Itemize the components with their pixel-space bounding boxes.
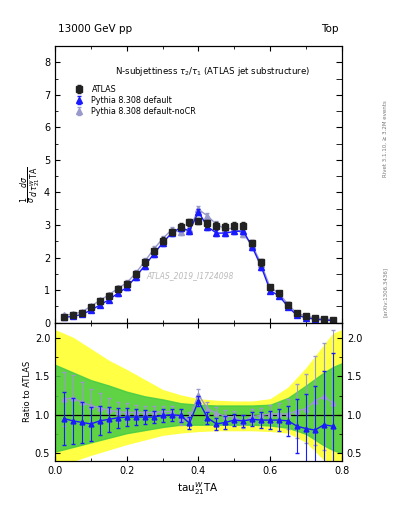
X-axis label: tau$^{W}_{21}$TA: tau$^{W}_{21}$TA xyxy=(178,480,219,497)
Legend: ATLAS, Pythia 8.308 default, Pythia 8.308 default-noCR: ATLAS, Pythia 8.308 default, Pythia 8.30… xyxy=(70,83,198,118)
Y-axis label: $\frac{1}{\sigma}\frac{d\sigma}{d\,\tau_{21}^{W}\mathrm{TA}}$: $\frac{1}{\sigma}\frac{d\sigma}{d\,\tau_… xyxy=(18,166,42,203)
Text: Rivet 3.1.10, ≥ 3.2M events: Rivet 3.1.10, ≥ 3.2M events xyxy=(383,100,388,177)
Text: [arXiv:1306.3436]: [arXiv:1306.3436] xyxy=(383,267,388,317)
Text: Top: Top xyxy=(321,24,339,34)
Y-axis label: Ratio to ATLAS: Ratio to ATLAS xyxy=(23,361,32,422)
Text: N-subjettiness $\tau_2/\tau_1$ (ATLAS jet substructure): N-subjettiness $\tau_2/\tau_1$ (ATLAS je… xyxy=(115,66,310,78)
Text: ATLAS_2019_I1724098: ATLAS_2019_I1724098 xyxy=(146,271,233,280)
Text: 13000 GeV pp: 13000 GeV pp xyxy=(58,24,132,34)
